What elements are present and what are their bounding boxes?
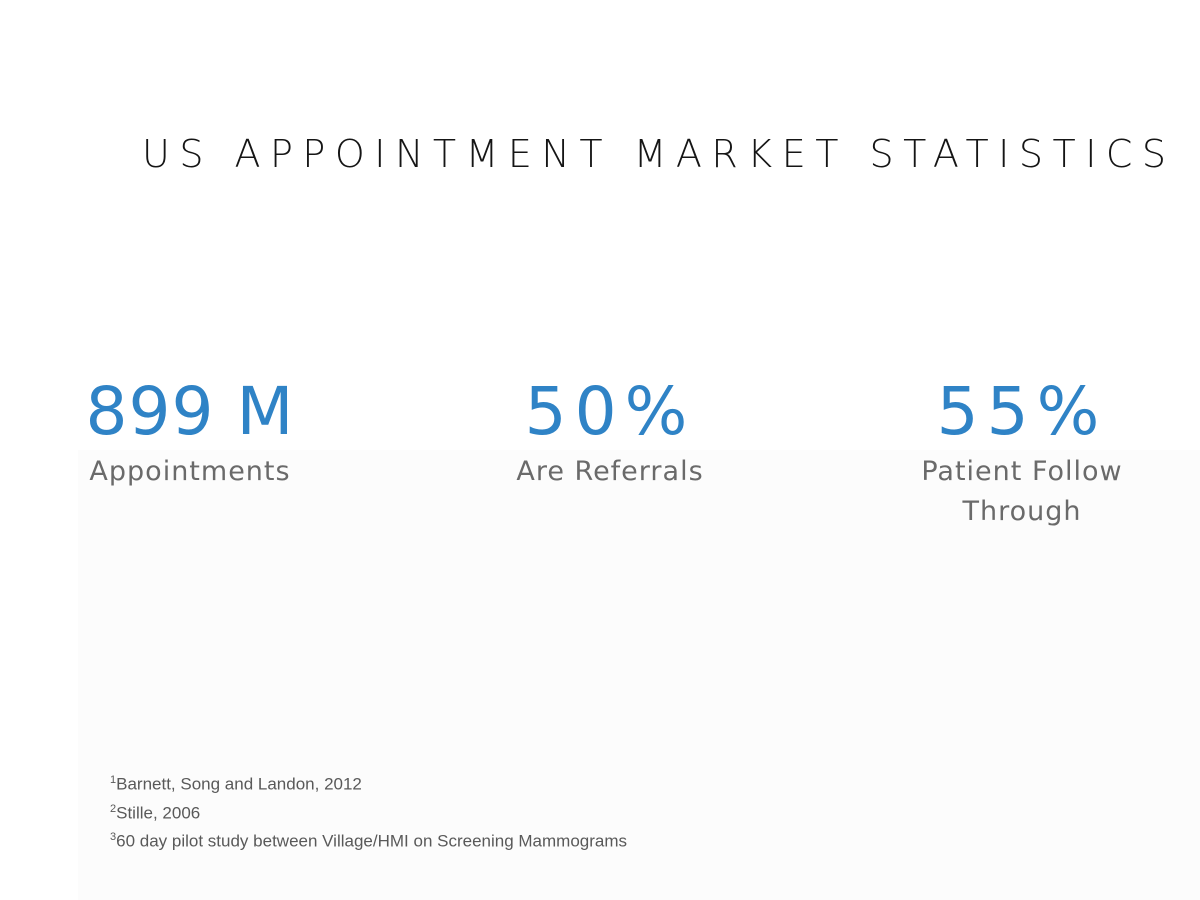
footnote-mark: 3 (110, 831, 117, 844)
stat: 55% Patient Follow Through (872, 372, 1172, 532)
stat-value: 50% (524, 373, 696, 450)
footnote: 2Stille, 2006 (110, 797, 627, 826)
footnote: 1Barnett, Song and Landon, 2012 (110, 768, 627, 797)
footnote-text: 60 day pilot study between Village/HMI o… (116, 831, 628, 851)
stat: 899 M Appointments (40, 372, 340, 492)
slide-title: US APPOINTMENT MARKET STATISTICS (142, 132, 1176, 176)
stat-label: Patient Follow Through (921, 456, 1123, 527)
stat-label: Are Referrals (516, 456, 704, 487)
footnotes: 1Barnett, Song and Landon, 2012 2Stille,… (110, 768, 627, 854)
stat: 50% Are Referrals (460, 372, 760, 492)
stat-label: Appointments (89, 456, 291, 487)
footnote: 360 day pilot study between Village/HMI … (110, 825, 627, 854)
footnote-text: Stille, 2006 (116, 803, 201, 823)
background-panel (78, 450, 1200, 900)
stat-value: 899 M (85, 373, 295, 450)
stat-value: 55% (936, 373, 1108, 450)
footnote-text: Barnett, Song and Landon, 2012 (116, 774, 362, 794)
footnote-mark: 2 (110, 802, 117, 815)
footnote-mark: 1 (110, 774, 117, 786)
